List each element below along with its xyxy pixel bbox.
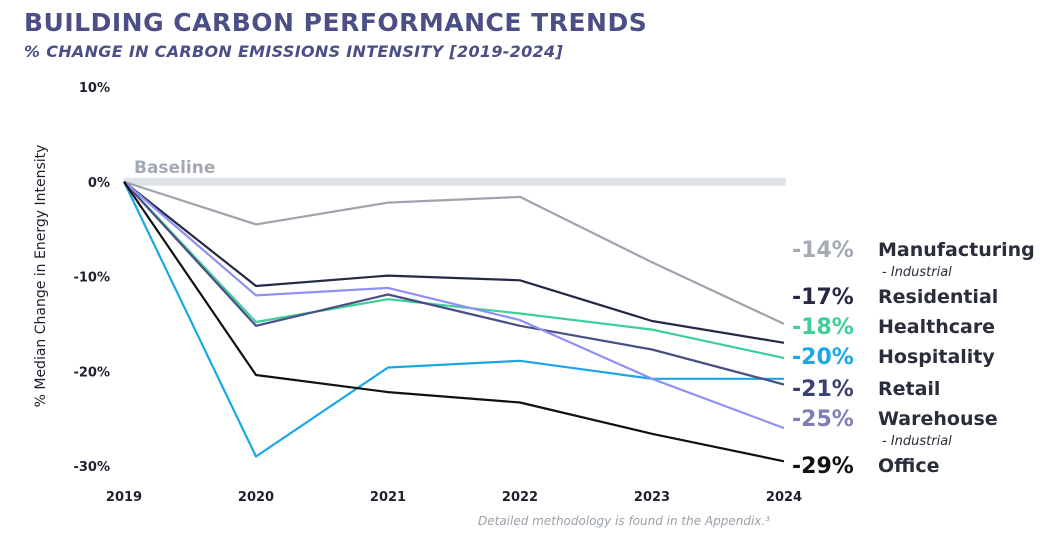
x-tick-label: 2022 (502, 490, 538, 505)
y-tick-label: -30% (73, 460, 110, 475)
legend-value-office: -29% (792, 454, 854, 479)
legend-value-warehouse: -25% (792, 407, 854, 432)
footnote: Detailed methodology is found in the App… (478, 514, 771, 528)
y-tick-label: -20% (73, 365, 110, 380)
x-tick-label: 2024 (766, 490, 802, 505)
x-tick-label: 2020 (238, 490, 274, 505)
x-tick-label: 2019 (106, 490, 142, 505)
y-tick-label: 0% (88, 176, 110, 191)
chart-title: BUILDING CARBON PERFORMANCE TRENDS (24, 8, 648, 37)
x-tick-label: 2021 (370, 490, 406, 505)
legend-name-healthcare: Healthcare (878, 316, 995, 338)
y-tick-label: -10% (73, 271, 110, 286)
legend-sublabel-manufacturing: - Industrial (882, 265, 952, 280)
legend-value-residential: -17% (792, 285, 854, 310)
series-line-office (123, 181, 785, 463)
y-axis-label: % Median Change in Energy Intensity (33, 145, 49, 408)
chart-subtitle: % CHANGE IN CARBON EMISSIONS INTENSITY [… (24, 42, 564, 61)
series-line-residential (123, 180, 785, 344)
baseline-label: Baseline (134, 158, 215, 178)
legend-value-retail: -21% (792, 377, 854, 402)
legend-name-retail: Retail (878, 378, 940, 400)
series-line-warehouse (123, 180, 785, 430)
legend-sublabel-warehouse: - Industrial (882, 434, 952, 449)
x-tick-label: 2023 (634, 490, 670, 505)
series-line-hospitality (123, 181, 784, 458)
series-line-retail (123, 181, 785, 386)
legend-name-manufacturing: Manufacturing (878, 239, 1035, 261)
baseline-band (124, 177, 786, 186)
series-line-healthcare (123, 181, 785, 360)
legend-name-residential: Residential (878, 286, 998, 308)
legend-name-hospitality: Hospitality (878, 346, 995, 368)
legend-value-healthcare: -18% (792, 315, 854, 340)
legend-name-office: Office (878, 455, 940, 477)
legend-name-warehouse: Warehouse (878, 408, 998, 430)
legend-value-hospitality: -20% (792, 345, 854, 370)
y-tick-label: 10% (79, 81, 110, 96)
legend-value-manufacturing: -14% (792, 238, 854, 263)
series-line-manufacturing (123, 180, 785, 325)
